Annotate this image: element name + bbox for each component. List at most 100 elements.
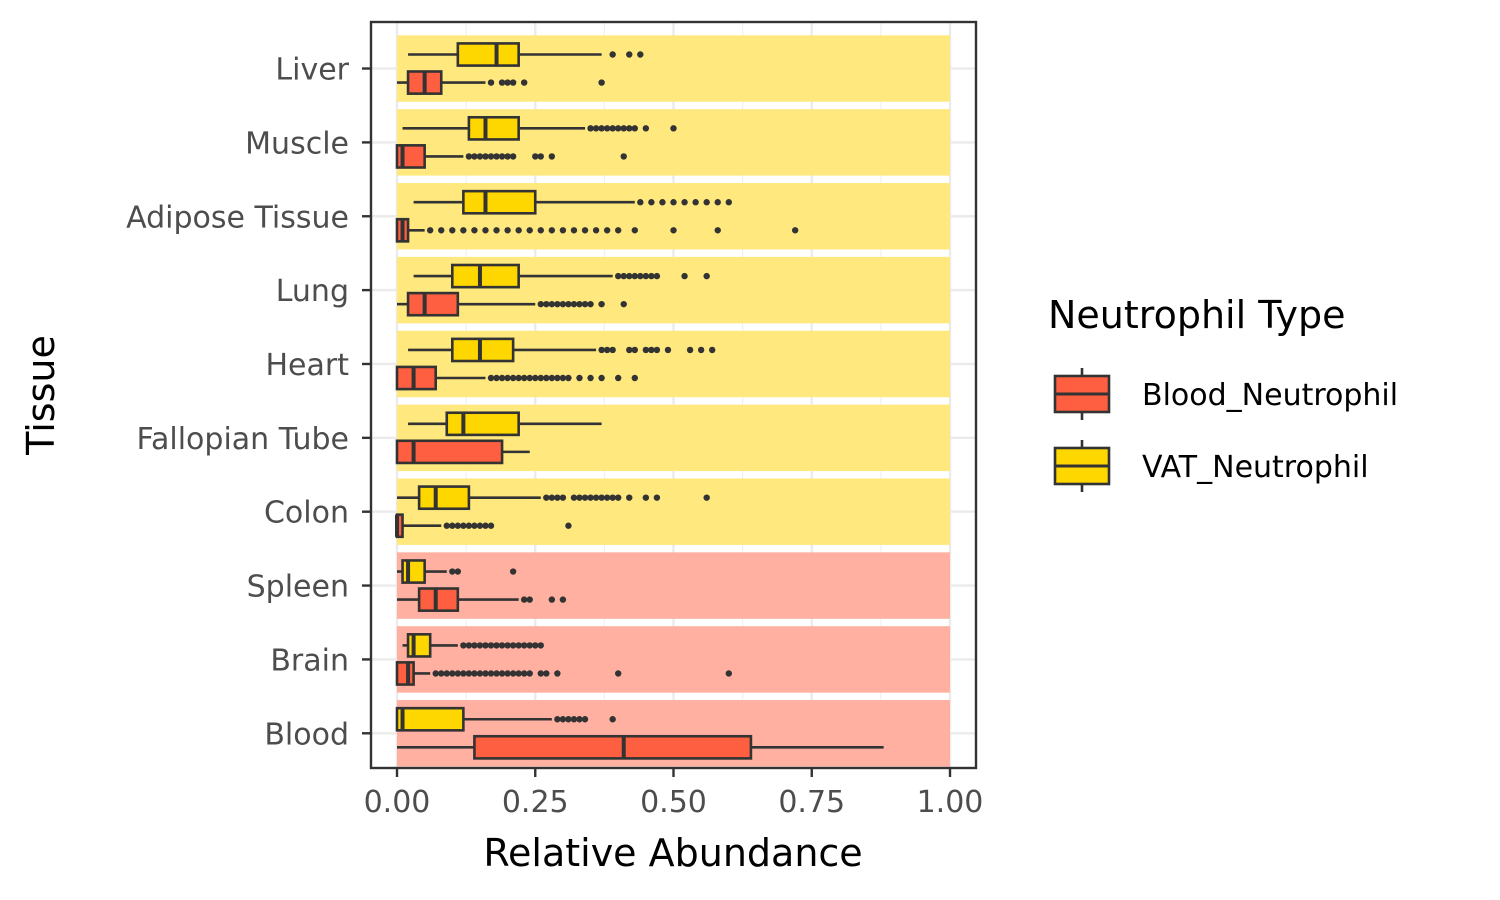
outlier-point <box>526 374 533 382</box>
outlier-point <box>432 670 439 677</box>
y-axis-title: Tissue <box>19 335 63 456</box>
outlier-point <box>626 125 633 132</box>
boxplot-blood-neutrophil <box>397 70 605 95</box>
outlier-point <box>498 79 506 86</box>
box-iqr <box>406 633 432 658</box>
outlier-point <box>642 494 650 501</box>
outlier-point <box>509 642 517 649</box>
outlier-point <box>476 642 484 649</box>
outlier-point <box>598 494 605 501</box>
outlier-point <box>471 670 478 677</box>
boxplot-blood-neutrophil <box>395 217 799 243</box>
outlier-point <box>637 272 644 280</box>
box-iqr <box>417 485 471 511</box>
outlier-point <box>482 670 489 677</box>
outlier-point <box>659 199 666 206</box>
boxplot-blood-neutrophil <box>397 587 567 612</box>
boxplot-blood-neutrophil <box>395 513 572 539</box>
outlier-point <box>615 227 622 234</box>
outlier-point <box>465 670 473 677</box>
outlier-point <box>559 374 567 382</box>
outlier-point <box>686 346 694 354</box>
boxplot-blood-neutrophil <box>395 439 530 465</box>
outlier-point <box>460 670 467 677</box>
outlier-point <box>493 670 500 677</box>
outlier-point <box>471 642 478 649</box>
outlier-point <box>554 494 561 501</box>
outlier-point <box>631 272 638 280</box>
boxplot-vat-neutrophil <box>408 337 716 363</box>
boxplot-vat-neutrophil <box>413 189 732 215</box>
outlier-point <box>609 125 616 132</box>
outlier-point <box>454 522 462 529</box>
outlier-point <box>603 125 611 132</box>
outlier-point <box>581 494 589 501</box>
outlier-point <box>520 670 528 677</box>
outlier-point <box>631 346 638 354</box>
legend-label: Blood_Neutrophil <box>1142 378 1398 413</box>
legend-label: VAT_Neutrophil <box>1142 450 1369 485</box>
outlier-point <box>642 125 650 132</box>
outlier-point <box>504 670 511 677</box>
outlier-point <box>609 494 616 501</box>
outlier-point <box>548 494 556 501</box>
x-tick-label: 0.50 <box>640 785 707 820</box>
outlier-point <box>504 79 511 86</box>
outlier-point <box>449 227 456 234</box>
outlier-point <box>620 300 627 308</box>
box-iqr <box>417 587 460 612</box>
outlier-point <box>509 79 517 86</box>
outlier-point <box>620 125 627 132</box>
outlier-point <box>609 51 616 58</box>
outlier-point <box>548 596 556 603</box>
outlier-point <box>570 300 578 308</box>
outlier-point <box>570 716 578 723</box>
box-iqr <box>395 439 504 465</box>
outlier-point <box>703 272 710 280</box>
outlier-point <box>709 346 716 354</box>
outlier-point <box>537 670 544 677</box>
outlier-point <box>454 568 462 575</box>
outlier-point <box>581 227 589 234</box>
outlier-point <box>504 227 511 234</box>
outlier-point <box>637 199 644 206</box>
outlier-point <box>498 153 506 160</box>
boxplot-vat-neutrophil <box>402 115 677 141</box>
outlier-point <box>576 300 583 308</box>
box-iqr <box>395 661 415 686</box>
outlier-point <box>559 716 567 723</box>
outlier-point <box>532 374 539 382</box>
legend-entry-vat-neutrophil: VAT_Neutrophil <box>1053 440 1369 492</box>
boxplot-vat-neutrophil <box>408 411 602 437</box>
category-band <box>397 626 950 693</box>
boxplot-blood-neutrophil <box>397 291 627 317</box>
y-tick-label: Fallopian Tube <box>136 422 349 457</box>
outlier-point <box>670 125 677 132</box>
outlier-point <box>565 300 572 308</box>
outlier-point <box>487 670 495 677</box>
outlier-point <box>509 153 517 160</box>
outlier-point <box>438 670 445 677</box>
box-iqr <box>450 337 515 363</box>
outlier-point <box>476 670 484 677</box>
outlier-point <box>515 670 522 677</box>
outlier-point <box>615 494 622 501</box>
outlier-point <box>670 199 677 206</box>
outlier-point <box>554 670 561 677</box>
outlier-point <box>498 642 506 649</box>
boxplot-blood-neutrophil <box>397 734 884 760</box>
outlier-point <box>581 716 589 723</box>
outlier-point <box>471 522 478 529</box>
outlier-point <box>460 522 467 529</box>
outlier-point <box>603 346 611 354</box>
box-iqr <box>395 706 465 732</box>
outlier-point <box>559 596 567 603</box>
outlier-point <box>559 227 567 234</box>
outlier-point <box>620 153 627 160</box>
outlier-point <box>664 346 672 354</box>
outlier-point <box>626 346 633 354</box>
category-band <box>397 552 950 619</box>
outlier-point <box>509 568 517 575</box>
outlier-point <box>609 346 616 354</box>
outlier-point <box>504 642 511 649</box>
